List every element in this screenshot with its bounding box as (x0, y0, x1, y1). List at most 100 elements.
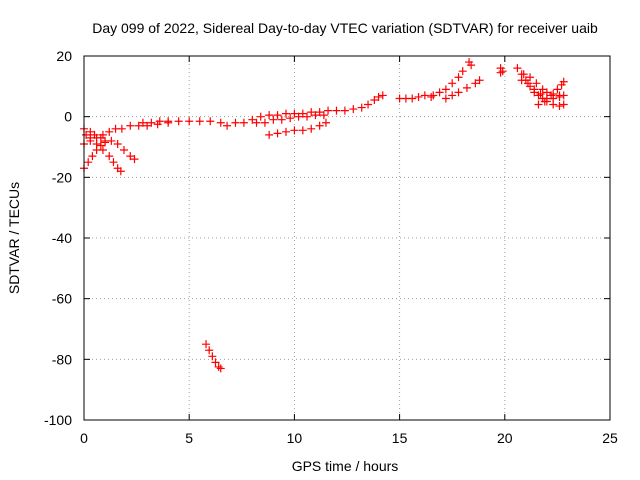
data-points (80, 58, 568, 373)
data-point (555, 91, 564, 100)
data-point (92, 139, 101, 148)
data-point (420, 91, 429, 100)
data-point (147, 118, 156, 127)
y-tick-label: -80 (52, 351, 72, 367)
data-point (458, 67, 467, 76)
x-tick-label: 15 (392, 430, 408, 446)
data-point (454, 73, 463, 82)
data-point (311, 111, 320, 120)
data-point (174, 117, 183, 126)
series-arc-9 (265, 118, 330, 139)
data-point (315, 121, 324, 130)
data-point (374, 92, 383, 101)
data-point (523, 79, 532, 88)
data-point (303, 112, 312, 121)
series-arc-12 (429, 67, 467, 100)
data-point (126, 152, 135, 161)
data-point (84, 158, 93, 167)
data-point (298, 109, 307, 118)
data-point (538, 85, 547, 94)
series-arc-8 (252, 111, 328, 127)
data-point (549, 89, 558, 98)
data-point (555, 102, 564, 111)
data-point (86, 127, 95, 136)
data-point (471, 79, 480, 88)
data-point (324, 106, 333, 115)
data-point (88, 152, 97, 161)
data-point (117, 124, 126, 133)
y-tick-label: -20 (52, 169, 72, 185)
y-axis-label: SDTVAR / TECUs (6, 182, 22, 294)
data-point (231, 118, 240, 127)
data-point (534, 100, 543, 109)
data-point (321, 118, 330, 127)
data-point (269, 115, 278, 124)
data-point (526, 73, 535, 82)
data-point (195, 117, 204, 126)
data-point (265, 130, 274, 139)
data-point (185, 117, 194, 126)
data-point (290, 126, 299, 135)
data-point (98, 146, 107, 155)
y-tick-label: 0 (64, 109, 72, 125)
data-point (467, 61, 476, 70)
data-point (441, 85, 450, 94)
x-tick-label: 5 (185, 430, 193, 446)
data-point (408, 94, 417, 103)
data-point (109, 158, 118, 167)
data-point (530, 85, 539, 94)
data-point (532, 79, 541, 88)
data-point (519, 70, 528, 79)
data-point (216, 364, 225, 373)
data-point (441, 94, 450, 103)
data-point (143, 121, 152, 130)
data-point (517, 76, 526, 85)
y-tick-label: -100 (44, 412, 72, 428)
data-point (273, 129, 282, 138)
data-point (286, 114, 295, 123)
data-point (164, 117, 173, 126)
series-arc-11 (395, 91, 436, 103)
data-point (307, 108, 316, 117)
data-point (319, 111, 328, 120)
data-point (205, 346, 214, 355)
data-point (370, 95, 379, 104)
data-point (206, 117, 215, 126)
data-point (101, 136, 110, 145)
data-point (252, 118, 261, 127)
data-point (542, 88, 551, 97)
series-arc-17 (534, 77, 568, 109)
data-point (134, 121, 143, 130)
x-tick-label: 25 (602, 430, 618, 446)
data-point (281, 127, 290, 136)
data-point (454, 88, 463, 97)
data-point (496, 68, 505, 77)
data-point (130, 155, 139, 164)
y-tick-label: -40 (52, 230, 72, 246)
data-point (357, 103, 366, 112)
data-point (138, 118, 147, 127)
data-point (239, 118, 248, 127)
data-point (96, 133, 105, 142)
data-point (559, 100, 568, 109)
data-point (448, 91, 457, 100)
series-arc-2 (80, 136, 139, 173)
data-point (82, 130, 91, 139)
data-point (427, 92, 436, 101)
data-point (536, 89, 545, 98)
x-tick-label: 10 (287, 430, 303, 446)
data-point (90, 130, 99, 139)
axis-ticks: 20 0 -20 -40 -60 -80 -100 0 5 10 15 20 25 (44, 48, 618, 446)
series-arc-7 (223, 106, 333, 130)
data-point (119, 146, 128, 155)
data-point (513, 64, 522, 73)
data-point (248, 115, 257, 124)
data-point (155, 117, 164, 126)
data-point (211, 358, 220, 367)
data-point (277, 115, 286, 124)
data-point (332, 106, 341, 115)
series-arc-14 (465, 58, 507, 77)
data-point (105, 152, 114, 161)
x-tick-label: 0 (80, 430, 88, 446)
